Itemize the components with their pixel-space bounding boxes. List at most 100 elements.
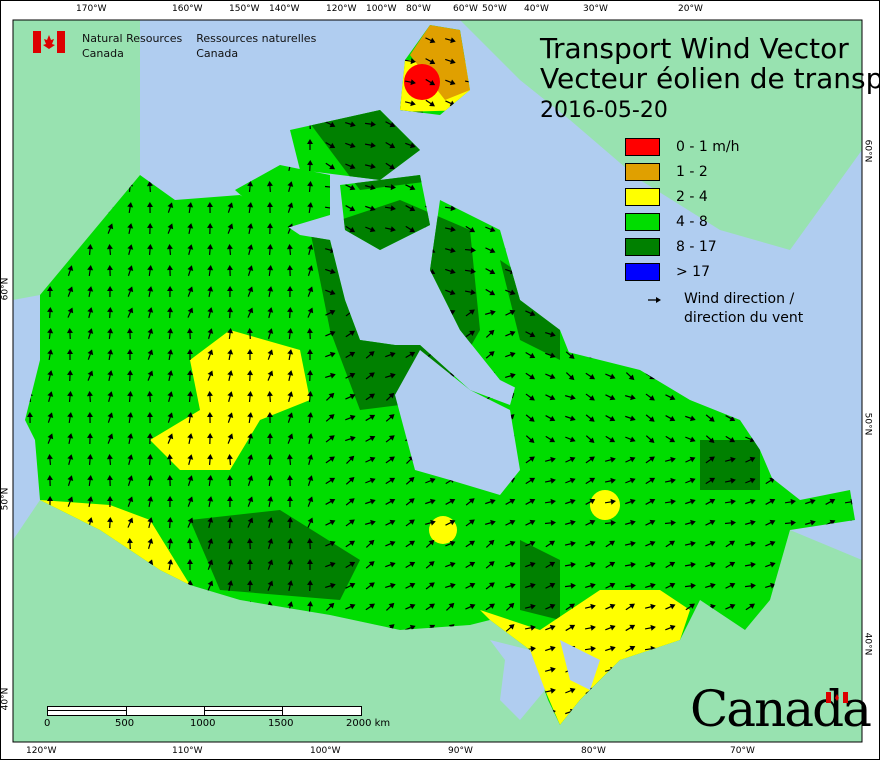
wind-arrow xyxy=(227,223,234,234)
wind-arrow xyxy=(325,162,336,170)
wind-arrow xyxy=(525,351,536,359)
wind-arrow xyxy=(425,58,436,65)
wind-arrow xyxy=(345,582,356,589)
wind-arrow xyxy=(207,580,214,591)
wind-arrow xyxy=(685,603,695,611)
wind-arrow xyxy=(287,433,294,444)
wind-arrow xyxy=(385,435,395,443)
wind-arrow xyxy=(384,205,396,212)
wind-arrow xyxy=(405,624,416,631)
wind-arrow xyxy=(307,559,313,570)
top-axis-label: 20°W xyxy=(678,4,703,14)
wind-arrow xyxy=(465,519,475,527)
wind-arrow xyxy=(166,265,173,277)
legend-label: 0 - 1 m/h xyxy=(676,138,740,155)
wind-arrow xyxy=(545,331,556,338)
wind-arrow xyxy=(405,476,415,485)
wind-arrow xyxy=(345,163,356,170)
legend-label: 2 - 4 xyxy=(676,188,708,205)
wind-arrow xyxy=(565,351,575,359)
wind-arrow xyxy=(544,477,556,484)
wind-arrow xyxy=(604,477,616,484)
wind-arrow xyxy=(286,265,293,277)
wind-arrow xyxy=(147,517,154,528)
wind-arrow xyxy=(207,307,214,318)
wind-arrow xyxy=(287,181,294,192)
wind-arrow xyxy=(685,436,696,443)
wind-arrow xyxy=(127,307,134,318)
wind-arrow xyxy=(286,244,293,256)
wind-arrow xyxy=(307,265,314,276)
wind-arrow xyxy=(465,498,475,506)
wind-arrow xyxy=(525,393,535,401)
left-axis-label: 40°N xyxy=(0,687,11,711)
wind-arrow xyxy=(107,391,114,402)
wind-arrow xyxy=(765,498,776,505)
wind-arrow xyxy=(107,349,114,361)
logo-text-fr: Ressources naturelles xyxy=(196,32,317,45)
legend-swatch xyxy=(625,187,660,206)
wind-arrow xyxy=(665,582,676,589)
wind-arrow xyxy=(425,561,435,569)
wind-arrow xyxy=(267,475,274,487)
wind-arrow xyxy=(126,328,133,340)
wind-arrow xyxy=(625,436,636,443)
wind-arrow xyxy=(307,286,314,297)
wind-arrow xyxy=(485,288,496,296)
wind-arrow xyxy=(485,582,495,590)
wind-arrow xyxy=(127,412,134,424)
wind-arrow xyxy=(645,561,656,568)
wind-arrow xyxy=(425,603,435,611)
wind-arrow xyxy=(167,496,174,508)
wind-arrow xyxy=(147,538,154,549)
wind-arrow xyxy=(525,456,535,464)
wind-arrow xyxy=(584,624,596,631)
wind-arrow xyxy=(67,307,74,318)
wind-arrow xyxy=(47,307,54,319)
wind-arrow xyxy=(445,289,456,296)
wind-arrow xyxy=(67,412,74,424)
wind-arrow xyxy=(645,540,656,547)
wind-arrow xyxy=(625,477,636,484)
legend-label: direction du vent xyxy=(684,310,804,326)
wind-arrow xyxy=(544,498,556,505)
wind-arrow xyxy=(384,184,396,191)
wind-arrow xyxy=(287,517,294,529)
wind-arrow xyxy=(445,519,456,526)
legend-item: 1 - 2 xyxy=(625,159,739,184)
wind-arrow xyxy=(525,310,536,317)
wind-arrow xyxy=(745,498,756,505)
wind-arrow xyxy=(445,561,456,568)
wind-arrow xyxy=(505,309,516,316)
wind-arrow xyxy=(385,162,396,170)
wind-arrow xyxy=(744,582,756,589)
wind-arrow xyxy=(325,268,336,275)
wind-arrow xyxy=(525,477,536,485)
map-date: 2016-05-20 xyxy=(540,98,668,123)
wind-arrow xyxy=(365,226,376,233)
wind-arrow xyxy=(247,181,254,193)
wind-arrow xyxy=(147,286,154,298)
wind-arrow xyxy=(247,265,254,276)
wind-arrow xyxy=(127,265,134,276)
wind-arrow xyxy=(307,475,314,486)
wind-arrow xyxy=(404,79,416,86)
wind-arrow xyxy=(207,517,214,528)
wind-arrow xyxy=(187,202,194,214)
wind-arrow xyxy=(127,202,134,214)
wind-arrow xyxy=(505,582,516,589)
canada-flag-icon xyxy=(33,31,65,53)
wind-arrow xyxy=(545,645,556,652)
wind-arrow xyxy=(445,79,456,86)
wind-arrow xyxy=(565,687,576,694)
wind-arrow xyxy=(267,265,274,277)
wind-arrow xyxy=(405,603,416,610)
wind-arrow xyxy=(365,184,376,191)
right-axis-label: 60°N xyxy=(862,139,873,163)
wind-arrow xyxy=(207,328,214,339)
wind-arrow xyxy=(307,496,314,507)
wind-arrow xyxy=(685,498,696,505)
legend-swatch xyxy=(625,237,660,256)
wind-arrow xyxy=(247,307,254,318)
wind-arrow xyxy=(87,370,94,381)
